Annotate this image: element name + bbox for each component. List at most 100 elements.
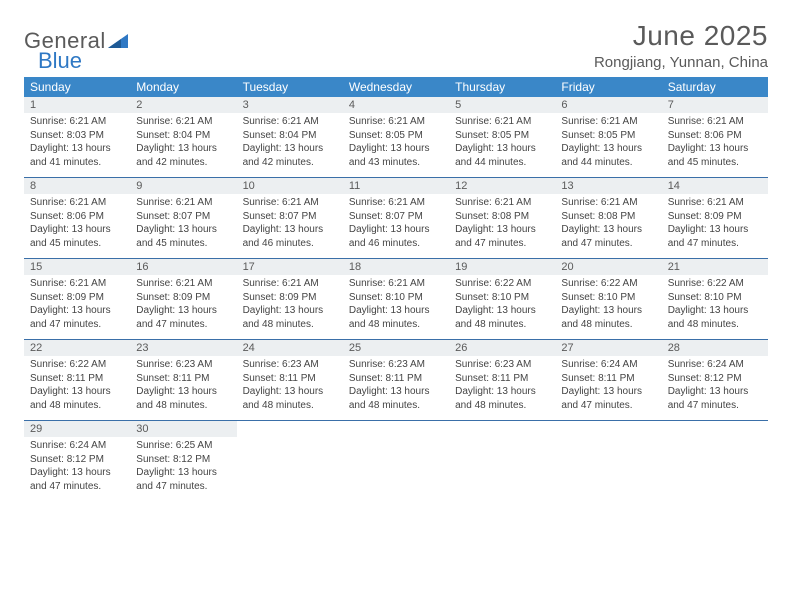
sunrise-text: Sunrise: 6:21 AM bbox=[349, 196, 443, 210]
day-number: 5 bbox=[449, 97, 555, 113]
title-block: June 2025 Rongjiang, Yunnan, China bbox=[594, 20, 768, 71]
day-cell: 16Sunrise: 6:21 AMSunset: 8:09 PMDayligh… bbox=[130, 259, 236, 339]
day-number: 1 bbox=[24, 97, 130, 113]
day-details: Sunrise: 6:21 AMSunset: 8:08 PMDaylight:… bbox=[555, 194, 661, 256]
daylight-line2: and 45 minutes. bbox=[136, 237, 230, 251]
sunset-text: Sunset: 8:10 PM bbox=[455, 291, 549, 305]
day-details: Sunrise: 6:21 AMSunset: 8:06 PMDaylight:… bbox=[24, 194, 130, 256]
day-details: Sunrise: 6:23 AMSunset: 8:11 PMDaylight:… bbox=[237, 356, 343, 418]
day-cell: 19Sunrise: 6:22 AMSunset: 8:10 PMDayligh… bbox=[449, 259, 555, 339]
page-container: General June 2025 Rongjiang, Yunnan, Chi… bbox=[0, 0, 792, 513]
sunset-text: Sunset: 8:10 PM bbox=[561, 291, 655, 305]
page-header: General June 2025 Rongjiang, Yunnan, Chi… bbox=[24, 20, 768, 71]
day-number: 8 bbox=[24, 178, 130, 194]
daylight-line2: and 46 minutes. bbox=[349, 237, 443, 251]
day-cell: 6Sunrise: 6:21 AMSunset: 8:05 PMDaylight… bbox=[555, 97, 661, 177]
day-number: 14 bbox=[662, 178, 768, 194]
day-cell: 27Sunrise: 6:24 AMSunset: 8:11 PMDayligh… bbox=[555, 340, 661, 420]
weeks-container: 1Sunrise: 6:21 AMSunset: 8:03 PMDaylight… bbox=[24, 97, 768, 501]
day-details: Sunrise: 6:22 AMSunset: 8:10 PMDaylight:… bbox=[662, 275, 768, 337]
day-cell: 26Sunrise: 6:23 AMSunset: 8:11 PMDayligh… bbox=[449, 340, 555, 420]
day-details: Sunrise: 6:21 AMSunset: 8:08 PMDaylight:… bbox=[449, 194, 555, 256]
day-cell: 11Sunrise: 6:21 AMSunset: 8:07 PMDayligh… bbox=[343, 178, 449, 258]
day-cell: 25Sunrise: 6:23 AMSunset: 8:11 PMDayligh… bbox=[343, 340, 449, 420]
day-details: Sunrise: 6:22 AMSunset: 8:11 PMDaylight:… bbox=[24, 356, 130, 418]
sunrise-text: Sunrise: 6:24 AM bbox=[561, 358, 655, 372]
week-row: 8Sunrise: 6:21 AMSunset: 8:06 PMDaylight… bbox=[24, 178, 768, 259]
day-cell: 29Sunrise: 6:24 AMSunset: 8:12 PMDayligh… bbox=[24, 421, 130, 501]
daylight-line2: and 48 minutes. bbox=[455, 399, 549, 413]
sunset-text: Sunset: 8:05 PM bbox=[561, 129, 655, 143]
sunrise-text: Sunrise: 6:21 AM bbox=[136, 196, 230, 210]
sunset-text: Sunset: 8:07 PM bbox=[349, 210, 443, 224]
sunset-text: Sunset: 8:09 PM bbox=[243, 291, 337, 305]
day-number: 20 bbox=[555, 259, 661, 275]
daylight-line2: and 47 minutes. bbox=[455, 237, 549, 251]
sunset-text: Sunset: 8:05 PM bbox=[349, 129, 443, 143]
day-details: Sunrise: 6:21 AMSunset: 8:05 PMDaylight:… bbox=[343, 113, 449, 175]
day-number: 30 bbox=[130, 421, 236, 437]
sunrise-text: Sunrise: 6:22 AM bbox=[455, 277, 549, 291]
sunrise-text: Sunrise: 6:24 AM bbox=[668, 358, 762, 372]
day-number: 28 bbox=[662, 340, 768, 356]
dow-thursday: Thursday bbox=[449, 77, 555, 97]
sunrise-text: Sunrise: 6:21 AM bbox=[668, 196, 762, 210]
daylight-line2: and 43 minutes. bbox=[349, 156, 443, 170]
daylight-line2: and 46 minutes. bbox=[243, 237, 337, 251]
daylight-line2: and 48 minutes. bbox=[349, 399, 443, 413]
day-details: Sunrise: 6:21 AMSunset: 8:09 PMDaylight:… bbox=[24, 275, 130, 337]
day-cell: 14Sunrise: 6:21 AMSunset: 8:09 PMDayligh… bbox=[662, 178, 768, 258]
day-cell: 10Sunrise: 6:21 AMSunset: 8:07 PMDayligh… bbox=[237, 178, 343, 258]
day-details: Sunrise: 6:21 AMSunset: 8:04 PMDaylight:… bbox=[237, 113, 343, 175]
day-number: 16 bbox=[130, 259, 236, 275]
sunset-text: Sunset: 8:05 PM bbox=[455, 129, 549, 143]
sunset-text: Sunset: 8:07 PM bbox=[136, 210, 230, 224]
daylight-line1: Daylight: 13 hours bbox=[668, 385, 762, 399]
sunrise-text: Sunrise: 6:23 AM bbox=[243, 358, 337, 372]
day-cell: 22Sunrise: 6:22 AMSunset: 8:11 PMDayligh… bbox=[24, 340, 130, 420]
dow-monday: Monday bbox=[130, 77, 236, 97]
day-details: Sunrise: 6:21 AMSunset: 8:07 PMDaylight:… bbox=[130, 194, 236, 256]
empty-cell bbox=[662, 421, 768, 501]
sunrise-text: Sunrise: 6:23 AM bbox=[136, 358, 230, 372]
sunset-text: Sunset: 8:06 PM bbox=[30, 210, 124, 224]
day-number: 22 bbox=[24, 340, 130, 356]
day-number: 27 bbox=[555, 340, 661, 356]
sunrise-text: Sunrise: 6:21 AM bbox=[455, 196, 549, 210]
sunrise-text: Sunrise: 6:22 AM bbox=[668, 277, 762, 291]
sunrise-text: Sunrise: 6:23 AM bbox=[349, 358, 443, 372]
dow-friday: Friday bbox=[555, 77, 661, 97]
daylight-line2: and 44 minutes. bbox=[455, 156, 549, 170]
daylight-line2: and 45 minutes. bbox=[668, 156, 762, 170]
day-details: Sunrise: 6:24 AMSunset: 8:12 PMDaylight:… bbox=[662, 356, 768, 418]
sunrise-text: Sunrise: 6:22 AM bbox=[30, 358, 124, 372]
daylight-line1: Daylight: 13 hours bbox=[136, 466, 230, 480]
sunset-text: Sunset: 8:11 PM bbox=[243, 372, 337, 386]
sunset-text: Sunset: 8:10 PM bbox=[349, 291, 443, 305]
sunrise-text: Sunrise: 6:23 AM bbox=[455, 358, 549, 372]
day-number: 18 bbox=[343, 259, 449, 275]
day-cell: 5Sunrise: 6:21 AMSunset: 8:05 PMDaylight… bbox=[449, 97, 555, 177]
day-details: Sunrise: 6:21 AMSunset: 8:07 PMDaylight:… bbox=[237, 194, 343, 256]
dow-tuesday: Tuesday bbox=[237, 77, 343, 97]
day-number: 29 bbox=[24, 421, 130, 437]
day-details: Sunrise: 6:21 AMSunset: 8:05 PMDaylight:… bbox=[555, 113, 661, 175]
day-number: 23 bbox=[130, 340, 236, 356]
daylight-line2: and 47 minutes. bbox=[30, 318, 124, 332]
day-number: 12 bbox=[449, 178, 555, 194]
daylight-line1: Daylight: 13 hours bbox=[243, 385, 337, 399]
week-row: 15Sunrise: 6:21 AMSunset: 8:09 PMDayligh… bbox=[24, 259, 768, 340]
day-details: Sunrise: 6:22 AMSunset: 8:10 PMDaylight:… bbox=[555, 275, 661, 337]
sunrise-text: Sunrise: 6:21 AM bbox=[561, 196, 655, 210]
day-details: Sunrise: 6:21 AMSunset: 8:09 PMDaylight:… bbox=[662, 194, 768, 256]
sunset-text: Sunset: 8:11 PM bbox=[349, 372, 443, 386]
day-details: Sunrise: 6:23 AMSunset: 8:11 PMDaylight:… bbox=[130, 356, 236, 418]
daylight-line2: and 48 minutes. bbox=[668, 318, 762, 332]
sunset-text: Sunset: 8:08 PM bbox=[455, 210, 549, 224]
day-cell: 20Sunrise: 6:22 AMSunset: 8:10 PMDayligh… bbox=[555, 259, 661, 339]
day-details: Sunrise: 6:21 AMSunset: 8:03 PMDaylight:… bbox=[24, 113, 130, 175]
daylight-line2: and 48 minutes. bbox=[243, 318, 337, 332]
day-cell: 21Sunrise: 6:22 AMSunset: 8:10 PMDayligh… bbox=[662, 259, 768, 339]
day-of-week-header: Sunday Monday Tuesday Wednesday Thursday… bbox=[24, 77, 768, 97]
day-cell: 18Sunrise: 6:21 AMSunset: 8:10 PMDayligh… bbox=[343, 259, 449, 339]
